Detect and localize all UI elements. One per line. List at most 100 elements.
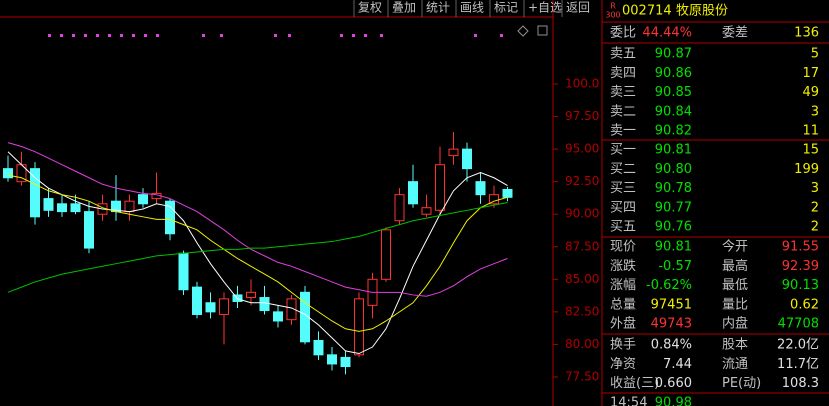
y-tick-label: 97.50 — [565, 109, 599, 123]
book-label: 买五 — [610, 220, 636, 235]
candle-body — [138, 194, 148, 205]
signal-dot — [60, 34, 63, 37]
stock-code: 002714 — [622, 4, 672, 19]
icon-square[interactable] — [537, 25, 548, 36]
book-price: 90.81 — [655, 143, 692, 158]
book-price: 90.80 — [655, 162, 692, 177]
icon-diamond[interactable] — [517, 25, 529, 37]
field-label: 量比 — [722, 297, 748, 312]
y-tick-label: 92.50 — [565, 174, 599, 188]
tick-time: 14:54 — [610, 396, 647, 406]
field-label: 委比 — [610, 26, 636, 41]
book-label: 卖三 — [610, 85, 636, 100]
book-volume: 5 — [811, 47, 819, 62]
signal-dot — [84, 34, 87, 37]
moving-average — [7, 151, 508, 355]
toolbar-button[interactable]: 画线 — [460, 1, 484, 15]
candle-body — [219, 298, 229, 315]
field-label: 股本 — [722, 338, 748, 353]
moving-average — [7, 202, 508, 293]
book-price: 90.86 — [655, 66, 692, 81]
book-price: 90.78 — [655, 181, 692, 196]
signal-dot — [72, 34, 75, 37]
candle-body — [57, 203, 67, 213]
book-volume: 2 — [811, 220, 819, 235]
y-tick-label: 85.00 — [565, 272, 599, 286]
toolbar-button[interactable]: 叠加 — [392, 1, 416, 15]
field-label: 流通 — [722, 357, 748, 372]
field-value: -0.57 — [658, 259, 692, 274]
field-label: 涨跌 — [610, 258, 636, 274]
candle-body — [435, 164, 445, 211]
book-label: 买四 — [610, 200, 636, 215]
field-value: 22.0亿 — [777, 338, 819, 353]
signal-dot — [364, 34, 367, 37]
field-value: 136 — [794, 26, 819, 41]
candle-body — [178, 252, 189, 291]
field-label: 最低 — [722, 278, 748, 293]
field-value: 108.3 — [782, 376, 819, 391]
book-price: 90.85 — [655, 85, 692, 100]
y-tick-label: 82.50 — [565, 304, 599, 318]
book-price: 90.84 — [655, 104, 692, 119]
book-label: 卖五 — [610, 47, 636, 62]
book-volume: 49 — [802, 85, 819, 100]
candle-body — [259, 297, 270, 312]
toolbar-button[interactable]: 复权 — [358, 1, 382, 15]
book-price: 90.76 — [655, 220, 692, 235]
candle-body — [313, 340, 324, 356]
field-value: 90.13 — [782, 278, 819, 293]
candle-body — [381, 229, 391, 280]
field-value: 0.62 — [790, 297, 819, 312]
field-value: 7.44 — [663, 357, 692, 372]
toolbar-button[interactable]: 返回 — [566, 1, 590, 15]
candle-body — [273, 311, 283, 322]
field-label: 现价 — [610, 240, 636, 255]
field-value: -0.62% — [646, 278, 692, 293]
toolbar-button[interactable]: 统计 — [426, 1, 450, 15]
field-value: 11.7亿 — [777, 357, 819, 372]
signal-dot — [156, 34, 159, 37]
field-value: 91.55 — [782, 240, 819, 255]
candle-body — [30, 168, 40, 218]
field-label: 净资 — [610, 357, 636, 372]
candle-body — [246, 291, 256, 299]
signal-dot — [220, 34, 223, 37]
candle-body — [205, 302, 216, 313]
stock-name: 牧原股份 — [676, 4, 728, 19]
badge-bottom: 300 — [605, 11, 620, 20]
book-label: 买二 — [610, 162, 636, 177]
field-label: PE(动) — [722, 376, 761, 391]
toolbar-button[interactable]: +自选 — [528, 1, 562, 15]
signal-dot — [352, 34, 355, 37]
field-value: 47708 — [778, 317, 819, 332]
book-volume: 199 — [794, 162, 819, 177]
field-value: 90.81 — [655, 240, 692, 255]
candle-body — [421, 207, 432, 215]
toolbar-button[interactable]: 标记 — [494, 1, 518, 15]
field-label: 外盘 — [610, 316, 636, 332]
book-label: 卖一 — [610, 124, 636, 139]
book-volume: 15 — [802, 143, 819, 158]
field-value: 92.39 — [782, 259, 819, 274]
badge-top: R — [610, 2, 616, 11]
signal-dot — [380, 34, 383, 37]
book-price: 90.77 — [655, 200, 692, 215]
book-volume: 11 — [802, 124, 819, 139]
candle-body — [327, 354, 337, 365]
field-label: 内盘 — [722, 316, 748, 332]
signal-dot — [48, 34, 51, 37]
candle-body — [394, 194, 405, 222]
y-tick-label: 100.0 — [565, 77, 599, 91]
field-label: 委差 — [722, 26, 748, 41]
candle-body — [43, 198, 54, 211]
tick-price: 90.98 — [655, 396, 692, 406]
signal-dot — [274, 34, 277, 37]
candle-body — [286, 298, 297, 321]
signal-dot — [202, 34, 205, 37]
signal-dot — [108, 34, 111, 37]
signal-dot — [120, 34, 123, 37]
candle-body — [408, 181, 418, 205]
